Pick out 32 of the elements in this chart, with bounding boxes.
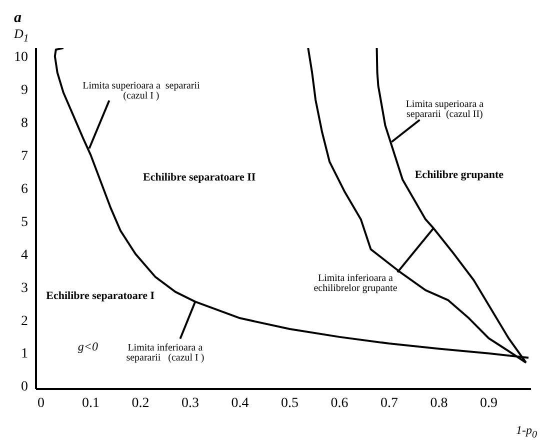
x-tick-label: 0.9 bbox=[480, 396, 498, 411]
x-tick-label: 0.6 bbox=[330, 396, 348, 411]
y-tick-label: 2 bbox=[21, 314, 28, 329]
x-tick-label: 0.7 bbox=[380, 396, 398, 411]
x-tick-label: 0 bbox=[37, 396, 44, 411]
y-tick-label: 0 bbox=[21, 380, 28, 395]
annotation: Limita inferioara a separarii (cazul I ) bbox=[126, 342, 204, 364]
y-tick-label: 7 bbox=[21, 149, 28, 164]
y-tick-label: 1 bbox=[21, 346, 28, 362]
annotation: Limita superioara a separarii (cazul I ) bbox=[82, 80, 200, 101]
x-tick-label: 0.3 bbox=[181, 396, 199, 411]
y-tick-label: 5 bbox=[21, 214, 28, 230]
annotation: Echilibre separatoare II bbox=[143, 172, 256, 184]
y-axis-title: D$_{1}$ bbox=[14, 26, 29, 45]
chart-title: a bbox=[14, 10, 22, 27]
y-tick-label: 6 bbox=[21, 182, 28, 197]
y-tick-label: 9 bbox=[21, 83, 28, 98]
x-tick-label: 0.8 bbox=[430, 396, 448, 411]
annotation: Limita inferioara a echilibrelor grupante bbox=[314, 272, 398, 294]
x-axis-title: 1-p$_{0}$ bbox=[516, 423, 537, 440]
y-tick-label: 8 bbox=[21, 116, 28, 132]
annotation: Echilibre separatoare I bbox=[46, 290, 155, 302]
y-tick-label: 4 bbox=[21, 248, 28, 263]
x-tick-label: 0.5 bbox=[280, 396, 298, 411]
x-tick-label: 0.4 bbox=[231, 396, 249, 411]
annotation: Echilibre grupante bbox=[414, 168, 504, 181]
annotation: g<0 bbox=[78, 339, 98, 354]
y-tick-label: 3 bbox=[21, 280, 28, 296]
x-tick-label: 0.2 bbox=[132, 396, 150, 411]
y-tick-label: 10 bbox=[14, 50, 28, 66]
annotation: Limita superioara a separarii (cazul II) bbox=[406, 98, 484, 120]
x-tick-label: 0.1 bbox=[82, 396, 100, 411]
